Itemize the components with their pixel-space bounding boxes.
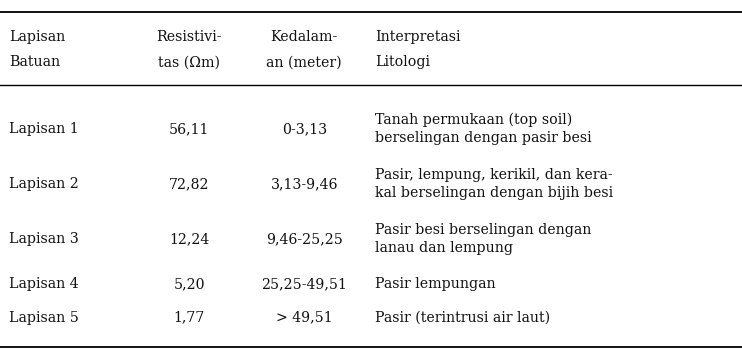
Text: Kedalam-: Kedalam- xyxy=(271,30,338,44)
Text: Lapisan 3: Lapisan 3 xyxy=(9,232,79,246)
Text: Interpretasi: Interpretasi xyxy=(375,30,460,44)
Text: 3,13-9,46: 3,13-9,46 xyxy=(271,177,338,191)
Text: 1,77: 1,77 xyxy=(174,311,205,325)
Text: 72,82: 72,82 xyxy=(169,177,209,191)
Text: 0-3,13: 0-3,13 xyxy=(282,122,326,136)
Text: Resistivi-: Resistivi- xyxy=(157,30,222,44)
Text: 12,24: 12,24 xyxy=(169,232,209,246)
Text: Lapisan 4: Lapisan 4 xyxy=(9,277,79,291)
Text: Lapisan 1: Lapisan 1 xyxy=(9,122,79,136)
Text: > 49,51: > 49,51 xyxy=(276,311,332,325)
Text: Pasir besi berselingan dengan
lanau dan lempung: Pasir besi berselingan dengan lanau dan … xyxy=(375,224,591,255)
Text: Pasir lempungan: Pasir lempungan xyxy=(375,277,496,291)
Text: Batuan: Batuan xyxy=(9,55,60,69)
Text: Pasir (terintrusi air laut): Pasir (terintrusi air laut) xyxy=(375,311,550,325)
Text: Lapisan 5: Lapisan 5 xyxy=(9,311,79,325)
Text: Lapisan 2: Lapisan 2 xyxy=(9,177,79,191)
Text: tas (Ωm): tas (Ωm) xyxy=(158,55,220,69)
Text: 5,20: 5,20 xyxy=(174,277,205,291)
Text: Pasir, lempung, kerikil, dan kera-
kal berselingan dengan bijih besi: Pasir, lempung, kerikil, dan kera- kal b… xyxy=(375,168,613,200)
Text: Litologi: Litologi xyxy=(375,55,430,69)
Text: 9,46-25,25: 9,46-25,25 xyxy=(266,232,343,246)
Text: Tanah permukaan (top soil)
berselingan dengan pasir besi: Tanah permukaan (top soil) berselingan d… xyxy=(375,113,591,145)
Text: 25,25-49,51: 25,25-49,51 xyxy=(261,277,347,291)
Text: Lapisan: Lapisan xyxy=(9,30,65,44)
Text: an (meter): an (meter) xyxy=(266,55,342,69)
Text: 56,11: 56,11 xyxy=(169,122,209,136)
